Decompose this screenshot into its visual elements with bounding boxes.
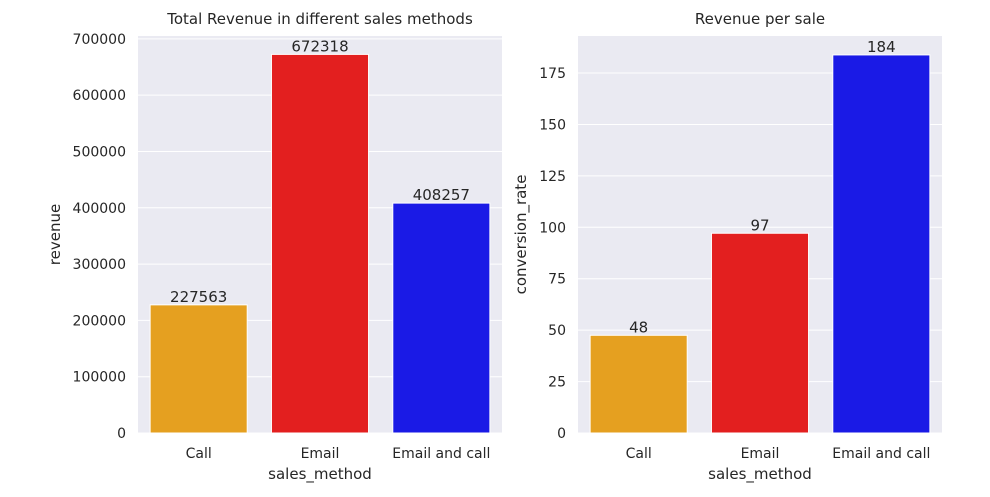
data-label: 408257 [413,186,470,204]
y-tick-label: 200000 [73,313,126,329]
data-label: 672318 [291,37,348,55]
x-tick-label: Call [626,446,652,462]
x-tick-label: Email [741,446,780,462]
data-label: 97 [750,216,769,234]
x-tick-label: Email and call [392,446,490,462]
bar [710,232,810,434]
bar [392,202,491,434]
chart-title: Total Revenue in different sales methods [166,10,473,28]
chart-title: Revenue per sale [695,10,825,28]
chart-total-revenue: 0 100000 200000 300000 400000 500000 600000 700… [46,10,502,484]
x-tick-label: Email and call [832,446,930,462]
y-tick-label: 100 [539,220,566,236]
bar [149,304,248,434]
y-tick-label: 500000 [73,144,126,160]
y-tick-label: 125 [539,169,566,185]
y-tick-label: 100000 [73,370,126,386]
y-tick-label: 400000 [73,201,126,217]
x-axis-label: sales_method [268,465,372,484]
y-tick-label: 600000 [73,88,126,104]
y-tick-label: 25 [548,375,566,391]
data-label: 48 [629,318,648,336]
x-tick-label: Email [301,446,340,462]
y-tick-label: 0 [117,426,126,442]
y-axis-label: revenue [46,204,64,265]
y-tick-label: 75 [548,272,566,288]
y-tick-label: 50 [548,323,566,339]
y-tick-label: 175 [539,66,566,82]
bar [589,334,688,434]
x-axis-label: sales_method [708,465,812,484]
y-tick-label: 700000 [73,32,126,48]
y-axis-label: conversion_rate [512,175,531,295]
y-tick-label: 150 [539,117,566,133]
chart-revenue-per-sale: 0 25 50 75 100 125 150 175 48 Call 97 Email 184 Email… [512,10,942,484]
y-tick-label: 300000 [73,257,126,273]
data-label: 227563 [170,288,227,306]
y-tick-label: 0 [557,426,566,442]
bar [832,54,931,434]
data-label: 184 [867,38,896,56]
x-tick-label: Call [186,446,212,462]
bar [270,53,370,434]
